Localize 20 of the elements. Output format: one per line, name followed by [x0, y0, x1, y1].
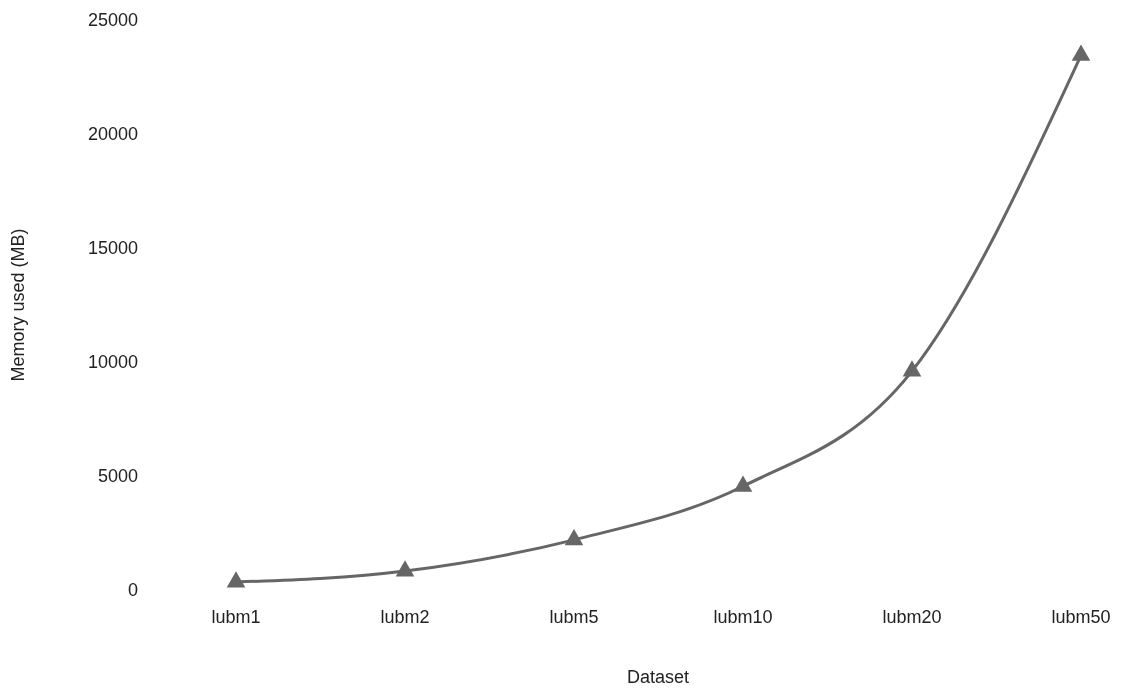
x-tick-label: lubm20: [882, 607, 942, 627]
y-tick-label: 10000: [87, 352, 138, 373]
x-tick-label: lubm1: [211, 607, 261, 627]
point: [395, 560, 415, 577]
y-tick-label: 20000: [87, 124, 138, 145]
x-tick-label: lubm50: [1051, 607, 1111, 627]
point: [733, 475, 753, 492]
y-tick-label: 0: [127, 580, 138, 601]
point: [564, 529, 584, 546]
x-tick-label: lubm10: [713, 607, 773, 627]
x-tick-label: lubm2: [380, 607, 430, 627]
point: [902, 360, 922, 377]
y-axis-title: Memory used (MB): [8, 228, 28, 382]
x-axis-title: Dataset: [626, 667, 690, 687]
point: [1071, 44, 1091, 61]
y-tick-label: 5000: [97, 466, 138, 487]
y-tick-label: 25000: [87, 10, 138, 31]
point: [226, 571, 246, 588]
y-tick-label: 15000: [87, 238, 138, 259]
x-tick-label: lubm5: [549, 607, 599, 627]
